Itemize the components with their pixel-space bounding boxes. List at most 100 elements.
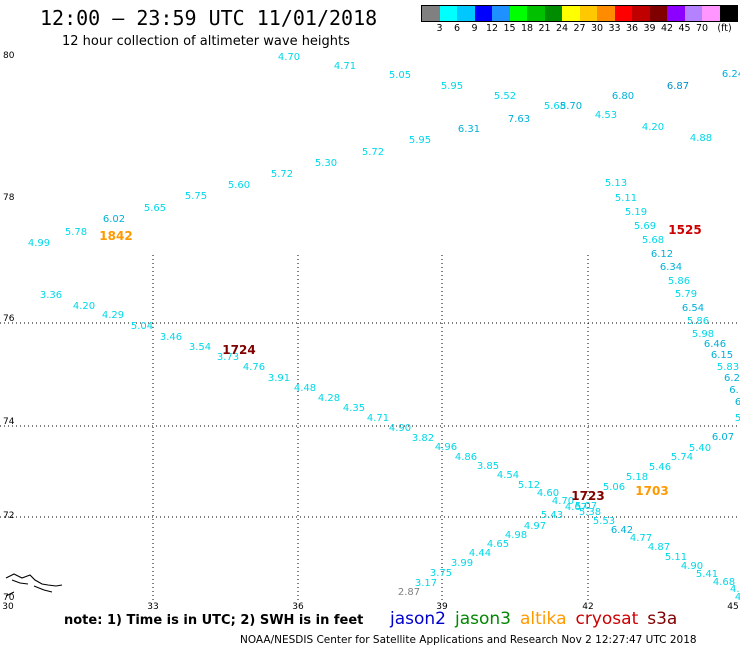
wave-height-value: 5.69 [634, 221, 656, 232]
legend-swatch [474, 6, 492, 21]
legend-tick-label: 15 [503, 23, 516, 34]
legend-swatch [579, 6, 597, 21]
wave-height-value: 5.86 [668, 276, 690, 287]
wave-height-value: 4.87 [648, 542, 670, 553]
wave-height-value: 4.20 [73, 301, 95, 312]
wave-height-value: 3.46 [160, 332, 182, 343]
wave-height-value: 4.68 [713, 577, 735, 588]
longitude-label: 42 [582, 602, 593, 612]
wave-height-value: 5.30 [315, 158, 337, 169]
wave-height-value: 3.99 [451, 558, 473, 569]
wave-height-value: 4.67 [565, 502, 587, 513]
latitude-label: 76 [3, 314, 15, 324]
wave-height-value: 5.79 [675, 289, 697, 300]
satellite-legend: jason2 jason3 altika cryosat s3a [390, 609, 686, 629]
wave-height-value: 4.76 [243, 362, 265, 373]
satellite-name-jason2: jason2 [390, 609, 446, 629]
wave-height-value: 4.71 [334, 61, 356, 72]
legend-unit: (ft) [717, 23, 732, 34]
satellite-name-altika: altika [520, 609, 567, 629]
wave-height-value: 6 [735, 397, 740, 408]
wave-height-value: 3.36 [40, 290, 62, 301]
satellite-name-s3a: s3a [647, 609, 678, 629]
wave-height-value: 5.70 [560, 101, 582, 112]
satellite-name-jason3: jason3 [455, 609, 511, 629]
wave-height-value: 4.65 [487, 539, 509, 550]
wave-height-value: 6.12 [651, 249, 673, 260]
lat-lon-grid [0, 255, 740, 600]
pass-time-label: 1525 [668, 223, 701, 237]
wave-height-value: 3.82 [412, 433, 434, 444]
wave-height-value: 5 [735, 413, 740, 424]
wave-height-value: 5.74 [671, 452, 693, 463]
wave-height-value: 5.68 [544, 101, 566, 112]
wave-height-value: 5.18 [626, 472, 648, 483]
wave-height-value: 5.65 [144, 203, 166, 214]
legend-swatch [457, 6, 475, 21]
wave-height-value: 3.85 [477, 461, 499, 472]
wave-height-value: 5.04 [131, 321, 153, 332]
wave-height-value: 4.98 [505, 530, 527, 541]
legend-swatch [667, 6, 685, 21]
wave-height-value: 6.87 [667, 81, 689, 92]
wave-height-value: 6.54 [682, 303, 704, 314]
legend-swatch [614, 6, 632, 21]
wave-height-value: 5.86 [687, 316, 709, 327]
wave-height-value: 6.42 [611, 525, 633, 536]
wave-height-value: 5.40 [689, 443, 711, 454]
latitude-label: 78 [3, 193, 15, 203]
wave-height-value: 6.07 [712, 432, 734, 443]
wave-height-value: 5.07 [575, 501, 597, 512]
coastline [5, 573, 63, 597]
latitude-label: 70 [3, 593, 15, 603]
wave-height-value: 4.71 [367, 413, 389, 424]
wave-height-value: 5.83 [717, 362, 739, 373]
wave-height-value: 5.05 [389, 70, 411, 81]
wave-height-value: 4.86 [455, 452, 477, 463]
legend-tick-label: 3 [436, 23, 443, 34]
wave-height-value: 6.34 [660, 262, 682, 273]
wave-height-value: 4.77 [630, 533, 652, 544]
legend-swatch [544, 6, 562, 21]
wave-height-value: 6.02 [103, 214, 125, 225]
satellite-name-cryosat: cryosat [575, 609, 639, 629]
wave-height-value: 5.52 [494, 91, 516, 102]
wave-height-value: 4.29 [102, 310, 124, 321]
wave-height-value: 5.41 [696, 569, 718, 580]
wave-height-value: 5.12 [518, 480, 540, 491]
pass-time-label: 1703 [635, 484, 668, 498]
legend-swatch [492, 6, 510, 21]
wave-height-value: 6.2 [724, 373, 740, 384]
wave-height-value: 4.70 [552, 496, 574, 507]
wave-height-value: 4.88 [690, 133, 712, 144]
legend-tick-label: 30 [590, 23, 604, 34]
wave-height-value: 5.38 [579, 507, 601, 518]
legend-tick-label: 45 [678, 23, 691, 34]
legend-swatch [684, 6, 702, 21]
wave-height-value: 4.54 [497, 470, 519, 481]
wave-height-value: 4.35 [343, 403, 365, 414]
map-title: 12:00 – 23:59 UTC 11/01/2018 [40, 6, 378, 30]
wave-height-value: 5.19 [625, 207, 647, 218]
pass-time-label: 1723 [571, 489, 604, 503]
wave-height-value: 6. [729, 385, 739, 396]
latitude-label: 80 [3, 51, 15, 61]
wave-height-value: 5.43 [541, 510, 563, 521]
wave-height-value: 3.73 [217, 352, 239, 363]
legend-swatch [439, 6, 457, 21]
wave-height-value: 4.97 [524, 521, 546, 532]
wave-height-value: 4 [735, 592, 740, 603]
longitude-label: 33 [147, 602, 158, 612]
legend-swatch [597, 6, 615, 21]
wave-height-value: 5.11 [665, 552, 687, 563]
wave-height-value: 3.75 [430, 568, 452, 579]
wave-height-value: 4.53 [595, 110, 617, 121]
legend-swatch [719, 6, 737, 21]
legend-swatch [649, 6, 667, 21]
wave-height-value: 5.72 [271, 169, 293, 180]
longitude-label: 30 [2, 602, 14, 612]
wave-height-value: 5.46 [649, 462, 671, 473]
wave-height-value: 4.48 [294, 383, 316, 394]
legend-tick-label: 70 [695, 23, 709, 34]
